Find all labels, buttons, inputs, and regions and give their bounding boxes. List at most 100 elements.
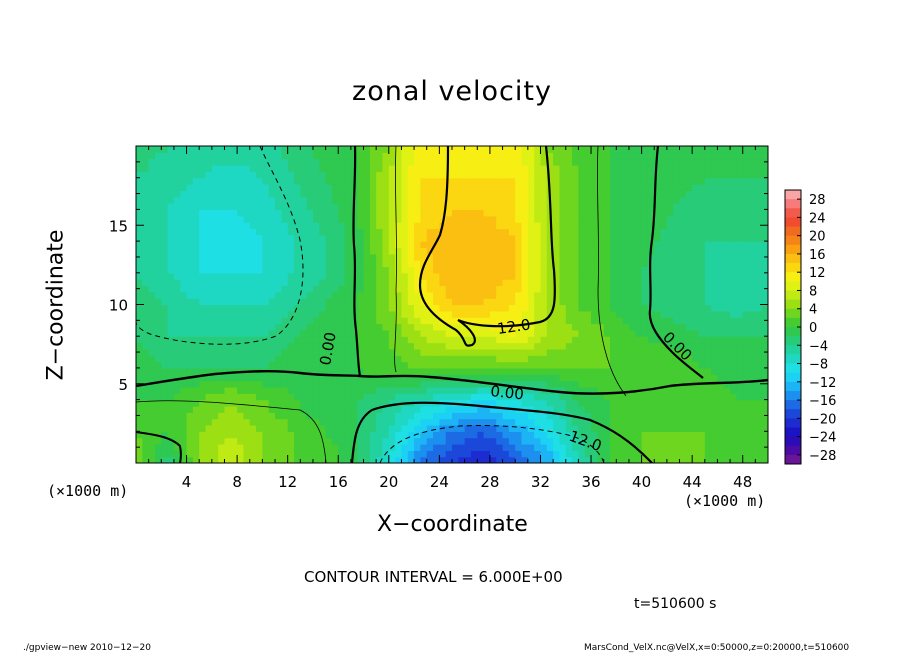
heatmap-cell	[496, 241, 504, 249]
heatmap-cell	[388, 298, 396, 306]
heatmap-cell	[338, 418, 346, 426]
heatmap-cell	[249, 253, 257, 261]
heatmap-cell	[647, 215, 655, 223]
heatmap-cell	[730, 361, 737, 369]
heatmap-cell	[628, 355, 636, 363]
heatmap-cell	[426, 304, 434, 312]
heatmap-cell	[521, 209, 529, 217]
heatmap-cell	[268, 272, 276, 280]
heatmap-cell	[666, 405, 674, 413]
heatmap-cell	[464, 386, 472, 394]
heatmap-cell	[578, 443, 586, 451]
heatmap-cell	[761, 196, 768, 204]
heatmap-cell	[249, 405, 257, 413]
heatmap-cell	[167, 209, 175, 217]
heatmap-cell	[685, 285, 693, 293]
heatmap-cell	[306, 380, 314, 388]
heatmap-cell	[559, 203, 567, 210]
heatmap-cell	[692, 177, 700, 185]
heatmap-cell	[426, 209, 434, 217]
heatmap-cell	[357, 329, 365, 337]
heatmap-cell	[268, 412, 276, 420]
heatmap-cell	[407, 279, 415, 287]
heatmap-cell	[553, 177, 561, 185]
heatmap-cell	[578, 317, 586, 325]
heatmap-cell	[439, 241, 447, 249]
heatmap-cell	[445, 285, 453, 293]
heatmap-cell	[704, 222, 712, 230]
heatmap-cell	[136, 171, 143, 179]
heatmap-cell	[458, 177, 466, 185]
heatmap-cell	[142, 234, 150, 242]
heatmap-cell	[742, 279, 750, 287]
heatmap-cell	[382, 310, 390, 318]
heatmap-cell	[578, 437, 586, 445]
heatmap-cell	[294, 222, 301, 230]
heatmap-cell	[388, 285, 396, 293]
heatmap-cell	[508, 412, 516, 420]
heatmap-cell	[616, 393, 624, 401]
heatmap-cell	[388, 165, 396, 172]
heatmap-cell	[281, 190, 289, 198]
heatmap-cell	[319, 228, 327, 236]
heatmap-cell	[572, 304, 579, 312]
heatmap-cell	[148, 177, 156, 185]
heatmap-cell	[433, 272, 440, 280]
heatmap-cell	[483, 336, 491, 344]
heatmap-cell	[742, 234, 750, 242]
heatmap-cell	[211, 158, 219, 166]
heatmap-cell	[331, 418, 339, 426]
heatmap-cell	[616, 386, 624, 394]
heatmap-cell	[350, 336, 358, 344]
heatmap-cell	[237, 171, 245, 179]
heatmap-cell	[723, 215, 731, 223]
heatmap-cell	[464, 298, 472, 306]
heatmap-cell	[489, 450, 497, 458]
heatmap-cell	[439, 298, 447, 306]
heatmap-cell	[357, 393, 365, 401]
heatmap-cell	[388, 329, 396, 337]
heatmap-cell	[704, 171, 712, 179]
heatmap-cell	[464, 367, 472, 375]
heatmap-cell	[243, 272, 251, 280]
heatmap-cell	[666, 298, 674, 306]
heatmap-cell	[477, 355, 485, 363]
heatmap-cell	[331, 304, 339, 312]
heatmap-cell	[154, 412, 162, 420]
heatmap-cell	[572, 424, 579, 432]
heatmap-cell	[350, 405, 358, 413]
heatmap-cell	[723, 253, 731, 261]
heatmap-cell	[572, 260, 579, 268]
heatmap-cell	[502, 253, 510, 261]
heatmap-cell	[439, 253, 447, 261]
heatmap-cell	[730, 152, 737, 160]
heatmap-cell	[496, 146, 504, 153]
heatmap-cell	[306, 310, 314, 318]
heatmap-cell	[167, 310, 175, 318]
heatmap-cell	[325, 203, 333, 210]
heatmap-cell	[546, 399, 554, 407]
heatmap-cell	[749, 241, 756, 249]
heatmap-cell	[224, 241, 232, 249]
heatmap-cell	[464, 348, 472, 356]
heatmap-cell	[401, 171, 409, 179]
heatmap-cell	[622, 152, 630, 160]
heatmap-cell	[363, 399, 371, 407]
heatmap-cell	[287, 247, 295, 255]
heatmap-cell	[452, 443, 459, 451]
heatmap-cell	[597, 329, 605, 337]
heatmap-cell	[319, 260, 327, 268]
heatmap-cell	[515, 304, 523, 312]
heatmap-cell	[685, 329, 693, 337]
heatmap-cell	[515, 342, 523, 350]
heatmap-cell	[502, 355, 510, 363]
heatmap-cell	[597, 437, 605, 445]
heatmap-cell	[243, 177, 251, 185]
heatmap-cell	[736, 291, 744, 299]
heatmap-cell	[755, 184, 763, 191]
heatmap-cell	[445, 405, 453, 413]
heatmap-cell	[433, 247, 440, 255]
heatmap-cell	[597, 146, 605, 153]
heatmap-cell	[256, 253, 263, 261]
heatmap-cell	[521, 323, 529, 331]
